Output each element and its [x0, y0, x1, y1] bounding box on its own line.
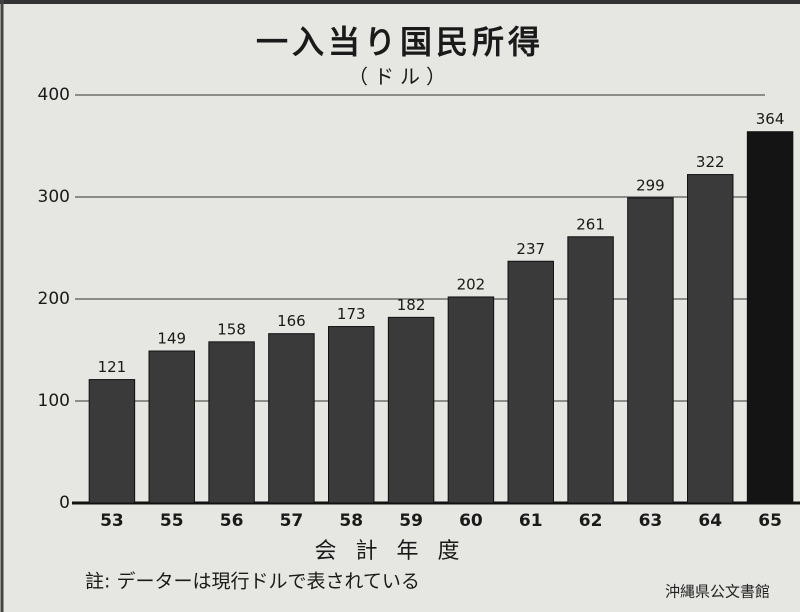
- note: 註: データーは現行ドルで表されている: [85, 571, 420, 593]
- bar: [746, 131, 794, 504]
- x-tick-label: 63: [639, 511, 663, 531]
- bar: [387, 316, 435, 504]
- y-tick-label: 400: [38, 85, 70, 105]
- chart-title: 一入当り国民所得: [256, 23, 544, 61]
- y-tick-label: 200: [38, 289, 70, 309]
- x-tick-label: 62: [579, 511, 603, 531]
- bar: [208, 341, 255, 504]
- x-tick-label: 56: [220, 511, 244, 531]
- x-tick-label: 64: [698, 511, 722, 531]
- value-label: 158: [217, 320, 246, 338]
- bar: [567, 236, 614, 504]
- watermark: 沖縄県公文書館: [665, 583, 770, 601]
- value-label: 299: [636, 177, 665, 195]
- bar: [88, 379, 136, 504]
- x-tick-label: 65: [758, 511, 782, 531]
- value-label: 182: [397, 296, 426, 314]
- x-tick-label: 60: [459, 511, 483, 531]
- value-label: 237: [516, 240, 545, 258]
- value-label: 121: [98, 358, 127, 376]
- y-tick-label: 0: [59, 493, 70, 513]
- value-label: 173: [337, 305, 366, 323]
- x-tick-label: 53: [100, 511, 124, 531]
- bar: [268, 333, 315, 504]
- y-tick-label: 100: [38, 391, 70, 411]
- x-tick-label: 57: [280, 511, 304, 531]
- bar: [328, 326, 375, 504]
- value-label: 149: [157, 330, 186, 348]
- bar: [447, 296, 495, 504]
- chart-subtitle: （ドル）: [348, 65, 452, 89]
- x-tick-label: 61: [519, 511, 543, 531]
- value-label: 166: [277, 312, 306, 330]
- value-label: 364: [756, 110, 785, 128]
- bar: [687, 174, 734, 504]
- bar: [627, 197, 674, 504]
- x-axis-label: 会 計 年 度: [315, 539, 466, 564]
- value-label: 202: [457, 275, 486, 293]
- value-label: 322: [696, 153, 725, 171]
- value-label: 261: [576, 215, 605, 233]
- x-tick-label: 59: [399, 511, 423, 531]
- x-tick-label: 58: [339, 511, 363, 531]
- bar: [507, 260, 554, 504]
- y-tick-label: 300: [38, 187, 70, 207]
- x-tick-label: 55: [160, 511, 184, 531]
- bar: [148, 350, 195, 504]
